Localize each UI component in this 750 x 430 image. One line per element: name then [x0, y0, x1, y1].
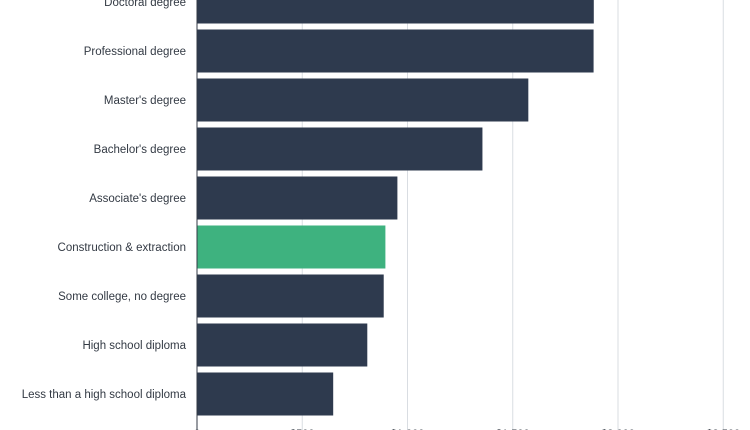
x-tick-label: $2,000: [601, 428, 635, 430]
category-label: Bachelor's degree: [94, 144, 186, 156]
bar: [197, 78, 529, 122]
x-tick-label: $500: [290, 428, 314, 430]
category-label: Some college, no degree: [58, 291, 186, 303]
bar: [197, 29, 594, 73]
bar: [197, 225, 386, 269]
category-label: Less than a high school diploma: [22, 389, 187, 401]
bar: [197, 0, 594, 24]
category-label: Master's degree: [104, 95, 186, 107]
bar: [197, 372, 334, 416]
category-label: High school diploma: [82, 340, 186, 352]
bar: [197, 323, 368, 367]
bar: [197, 176, 398, 220]
bar: [197, 274, 384, 318]
category-label: Construction & extraction: [58, 242, 186, 254]
bar: [197, 127, 483, 171]
category-label: Doctoral degree: [104, 0, 186, 9]
category-label: Associate's degree: [89, 193, 186, 205]
x-tick-label: $1,000: [391, 428, 425, 430]
x-tick-label: $1,500: [496, 428, 530, 430]
x-tick-label: $2,500: [706, 428, 740, 430]
category-label: Professional degree: [84, 46, 186, 58]
category-labels: Doctoral degree Professional degree Master…: [22, 0, 187, 401]
bars: [197, 0, 594, 416]
